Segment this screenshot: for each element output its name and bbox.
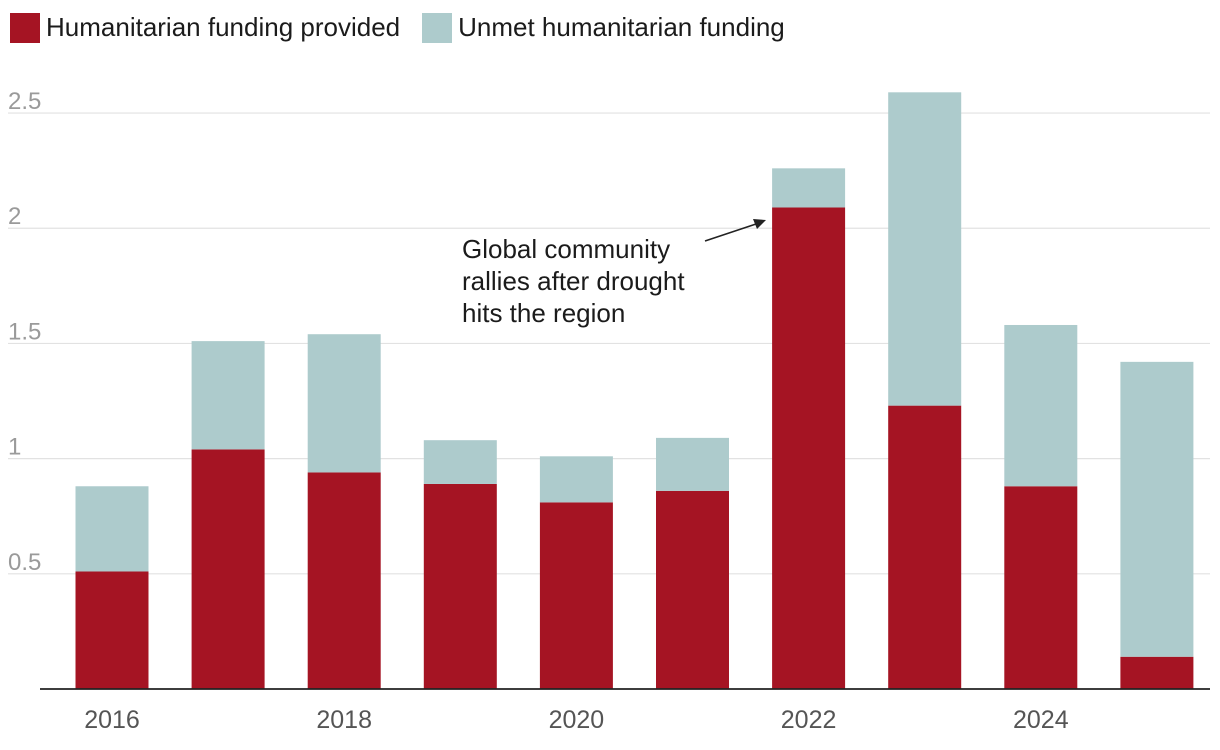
- legend: Humanitarian funding provided Unmet huma…: [10, 12, 807, 43]
- bar-provided-2016: [75, 571, 149, 689]
- x-tick-label: 2020: [549, 706, 605, 734]
- x-tick-label: 2018: [316, 706, 372, 734]
- y-tick-label: 1.5: [8, 318, 41, 345]
- bar-unmet-2023: [888, 92, 962, 406]
- legend-swatch-provided: [10, 12, 40, 43]
- annotation-line: rallies after drought: [462, 266, 685, 296]
- annotation-arrowhead: [753, 219, 766, 229]
- annotation-arrow-line: [704, 221, 763, 242]
- bar-provided-2022: [772, 207, 846, 689]
- legend-item-unmet: Unmet humanitarian funding: [422, 12, 785, 43]
- bar-provided-2024: [1004, 486, 1078, 689]
- y-tick-label: 1: [8, 434, 21, 461]
- bar-unmet-2025: [1120, 361, 1194, 657]
- bar-unmet-2024: [1004, 324, 1078, 487]
- bar-provided-2017: [191, 449, 265, 689]
- x-tick-label: 2022: [781, 706, 837, 734]
- bar-provided-2020: [539, 502, 613, 689]
- y-tick-label: 2: [8, 203, 21, 230]
- y-tick-label: 2.5: [8, 88, 41, 115]
- annotation-line: Global community: [462, 234, 670, 264]
- bar-unmet-2017: [191, 341, 265, 450]
- annotation-line: hits the region: [462, 298, 625, 328]
- bar-unmet-2021: [656, 437, 729, 491]
- bar-provided-2021: [656, 490, 729, 689]
- legend-label-unmet: Unmet humanitarian funding: [458, 12, 785, 42]
- bar-unmet-2022: [772, 168, 846, 208]
- bar-unmet-2020: [539, 456, 613, 503]
- bar-unmet-2016: [75, 486, 149, 572]
- bar-provided-2018: [307, 472, 381, 689]
- bar-provided-2025: [1120, 656, 1194, 689]
- bar-provided-2019: [423, 483, 497, 689]
- bar-unmet-2018: [307, 334, 381, 473]
- legend-item-provided: Humanitarian funding provided: [10, 12, 400, 43]
- bar-provided-2023: [888, 405, 962, 689]
- x-tick-label: 2016: [84, 706, 140, 734]
- bar-unmet-2019: [423, 440, 497, 484]
- legend-label-provided: Humanitarian funding provided: [46, 12, 401, 42]
- legend-swatch-unmet: [422, 12, 453, 43]
- y-tick-label: 0.5: [8, 549, 41, 576]
- x-tick-label: 2024: [1013, 706, 1069, 734]
